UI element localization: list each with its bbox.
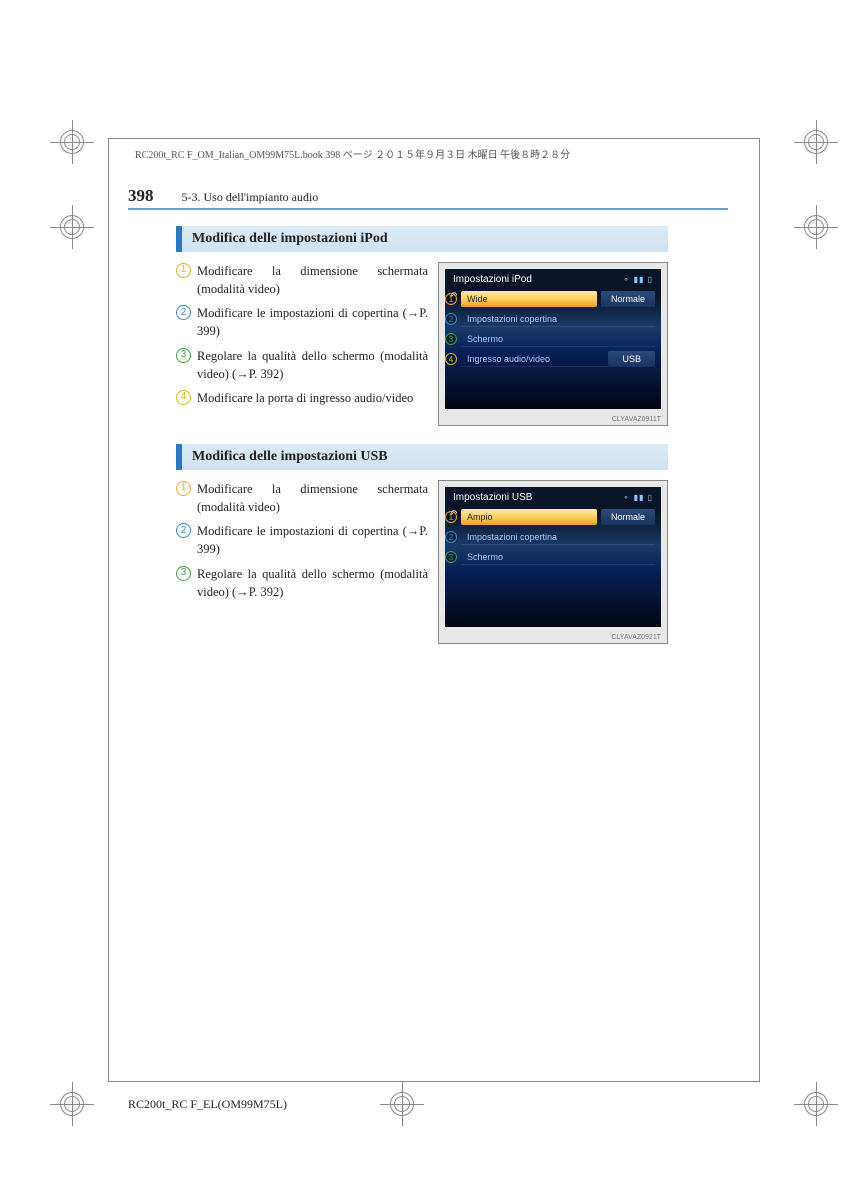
item-number-badge: 3 bbox=[176, 348, 191, 363]
screen: Impostazioni USB⚬ ▮▮ ▯↶1AmpioNormale2Imp… bbox=[445, 487, 661, 627]
device-screenshot: Impostazioni iPod⚬ ▮▮ ▯↶1WideNormale2Imp… bbox=[438, 262, 668, 426]
sub-heading: Modifica delle impostazioni USB bbox=[176, 444, 668, 470]
screen-row: 4Ingresso audio/videoUSB bbox=[461, 350, 655, 368]
screen: Impostazioni iPod⚬ ▮▮ ▯↶1WideNormale2Imp… bbox=[445, 269, 661, 409]
row-value: USB bbox=[608, 351, 655, 366]
item-number-badge: 1 bbox=[176, 263, 191, 278]
row-content: AmpioNormale bbox=[461, 509, 655, 525]
row-badge: 3 bbox=[445, 333, 457, 345]
toggle-unselected: Normale bbox=[601, 291, 655, 307]
screen-row: 1WideNormale bbox=[461, 290, 655, 308]
row-badge: 2 bbox=[445, 313, 457, 325]
row-content: Schermo bbox=[461, 549, 655, 565]
sub-heading: Modifica delle impostazioni iPod bbox=[176, 226, 668, 252]
item-number-badge: 1 bbox=[176, 481, 191, 496]
screen-title: Impostazioni iPod bbox=[453, 274, 532, 285]
list-item: 3 Regolare la qualità dello schermo (moda… bbox=[176, 565, 428, 601]
list-item: 4 Modificare la porta di ingresso audio/v… bbox=[176, 389, 428, 407]
toggle-selected: Wide bbox=[461, 291, 597, 307]
list-item: 3 Regolare la qualità dello schermo (moda… bbox=[176, 347, 428, 383]
row-content: Impostazioni copertina bbox=[461, 311, 655, 327]
text-column: 1 Modificare la dimensione schermata (mod… bbox=[176, 480, 428, 644]
screen-title: Impostazioni USB bbox=[453, 492, 532, 503]
screen-title-bar: Impostazioni iPod ⚬ ▮▮ ▯ bbox=[445, 269, 661, 288]
row-badge: 2 bbox=[445, 531, 457, 543]
page-content: 398 5-3. Uso dell'impianto audio Modific… bbox=[128, 186, 728, 662]
item-number-badge: 2 bbox=[176, 523, 191, 538]
device-screenshot: Impostazioni USB⚬ ▮▮ ▯↶1AmpioNormale2Imp… bbox=[438, 480, 668, 644]
item-number-badge: 3 bbox=[176, 566, 191, 581]
screen-credit: CLYAVAZ0911T bbox=[612, 416, 661, 423]
screen-row: 3Schermo bbox=[461, 548, 655, 566]
list-item: 2 Modificare le impostazioni di copertina… bbox=[176, 522, 428, 558]
content-row: 1 Modificare la dimensione schermata (mod… bbox=[176, 262, 728, 426]
item-text: Modificare le impostazioni di copertina … bbox=[197, 522, 428, 558]
screen-row: 3Schermo bbox=[461, 330, 655, 348]
screen-credit: CLYAVAZ0921T bbox=[611, 634, 661, 641]
item-text: Modificare la dimensione schermata (moda… bbox=[197, 262, 428, 298]
row-badge: 1 bbox=[445, 511, 457, 523]
row-label: Ingresso audio/video bbox=[461, 351, 608, 366]
row-content: Schermo bbox=[461, 331, 655, 347]
item-text: Regolare la qualità dello schermo (modal… bbox=[197, 347, 428, 383]
row-label: Impostazioni copertina bbox=[461, 529, 655, 544]
row-content: Impostazioni copertina bbox=[461, 529, 655, 545]
row-content: Ingresso audio/videoUSB bbox=[461, 351, 655, 367]
list-item: 1 Modificare la dimensione schermata (mod… bbox=[176, 262, 428, 298]
footer-code: RC200t_RC F_EL(OM99M75L) bbox=[128, 1097, 287, 1112]
item-number-badge: 4 bbox=[176, 390, 191, 405]
list-item: 2 Modificare le impostazioni di copertina… bbox=[176, 304, 428, 340]
content-row: 1 Modificare la dimensione schermata (mod… bbox=[176, 480, 728, 644]
row-label: Schermo bbox=[461, 549, 655, 564]
meta-line: RC200t_RC F_OM_Italian_OM99M75L.book 398… bbox=[135, 146, 570, 161]
row-label: Impostazioni copertina bbox=[461, 311, 655, 326]
screen-row: 2Impostazioni copertina bbox=[461, 310, 655, 328]
item-text: Modificare la porta di ingresso audio/vi… bbox=[197, 389, 413, 407]
toggle-unselected: Normale bbox=[601, 509, 655, 525]
item-text: Regolare la qualità dello schermo (modal… bbox=[197, 565, 428, 601]
screen-row: 1AmpioNormale bbox=[461, 508, 655, 526]
page-number: 398 bbox=[128, 186, 154, 206]
list-item: 1 Modificare la dimensione schermata (mod… bbox=[176, 480, 428, 516]
row-badge: 1 bbox=[445, 293, 457, 305]
row-badge: 3 bbox=[445, 551, 457, 563]
screen-title-bar: Impostazioni USB ⚬ ▮▮ ▯ bbox=[445, 487, 661, 506]
status-icons: ⚬ ▮▮ ▯ bbox=[623, 493, 653, 502]
screen-row: 2Impostazioni copertina bbox=[461, 528, 655, 546]
section-title: 5-3. Uso dell'impianto audio bbox=[182, 190, 319, 205]
text-column: 1 Modificare la dimensione schermata (mod… bbox=[176, 262, 428, 426]
row-badge: 4 bbox=[445, 353, 457, 365]
toggle-selected: Ampio bbox=[461, 509, 597, 525]
item-text: Modificare le impostazioni di copertina … bbox=[197, 304, 428, 340]
item-text: Modificare la dimensione schermata (moda… bbox=[197, 480, 428, 516]
row-label: Schermo bbox=[461, 331, 655, 346]
page-header: 398 5-3. Uso dell'impianto audio bbox=[128, 186, 728, 210]
status-icons: ⚬ ▮▮ ▯ bbox=[623, 275, 653, 284]
item-number-badge: 2 bbox=[176, 305, 191, 320]
row-content: WideNormale bbox=[461, 291, 655, 307]
